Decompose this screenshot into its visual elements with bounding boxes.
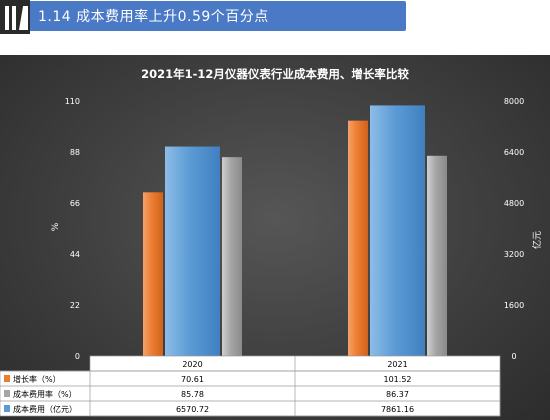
section-title: 1.14 成本费用率上升0.59个百分点 xyxy=(38,9,269,25)
table-cell: 86.37 xyxy=(386,390,409,399)
logo-bar-2 xyxy=(12,6,16,30)
legend-swatch xyxy=(4,390,10,397)
section-title-bar: 1.14 成本费用率上升0.59个百分点 xyxy=(30,1,406,31)
bars xyxy=(143,105,447,357)
table-header-cell: 2020 xyxy=(182,360,202,369)
left-axis-label: % xyxy=(51,222,61,231)
table-cell: 7861.16 xyxy=(381,405,414,414)
table-row-label: 增长率（%） xyxy=(13,374,61,384)
table-row-label: 成本费用（亿元） xyxy=(13,404,77,414)
table-cell: 70.61 xyxy=(181,375,204,384)
table-cell: 6570.72 xyxy=(176,405,209,414)
logo-wedge xyxy=(19,6,28,30)
legend-swatch xyxy=(4,405,10,412)
table-row xyxy=(0,401,500,416)
chart-title: 2021年1-12月仪器仪表行业成本费用、增长率比较 xyxy=(141,67,409,81)
right-tick-label: 8000 xyxy=(504,97,524,106)
left-tick-label: 22 xyxy=(70,301,80,310)
legend-swatch xyxy=(4,375,10,382)
table-row-label: 成本费用率（%） xyxy=(13,389,77,399)
left-tick-label: 66 xyxy=(70,199,80,208)
right-tick-label: 6400 xyxy=(504,148,524,157)
bar-2021-series-1 xyxy=(370,105,425,356)
right-tick-label: 0 xyxy=(511,352,516,361)
table-cell: 101.52 xyxy=(384,375,412,384)
bar-2020-series-0 xyxy=(143,192,163,356)
table-row xyxy=(0,371,500,386)
data-table: 2020 2021 增长率（%） 70.61 101.52 成本费用率（%） 85.78 86… xyxy=(0,355,501,417)
right-tick-label: 1600 xyxy=(504,301,524,310)
left-tick-label: 110 xyxy=(65,97,80,106)
bar-2020-series-2 xyxy=(222,157,242,356)
left-tick-label: 44 xyxy=(70,250,80,259)
right-axis: 0 1600 3200 4800 6400 8000 xyxy=(504,97,524,361)
right-tick-label: 4800 xyxy=(504,199,524,208)
chart-panel: 2021年1-12月仪器仪表行业成本费用、增长率比较 0 22 44 66 88 110 … xyxy=(0,55,550,420)
bar-2021-series-2 xyxy=(427,155,447,356)
right-tick-label: 3200 xyxy=(504,250,524,259)
left-tick-label: 0 xyxy=(75,352,80,361)
bar-2020-series-1 xyxy=(165,146,220,356)
logo xyxy=(0,0,30,34)
table-row xyxy=(0,386,500,401)
logo-bar-1 xyxy=(5,6,9,30)
table-header-cell: 2021 xyxy=(387,360,407,369)
left-tick-label: 88 xyxy=(70,148,80,157)
bar-2021-series-0 xyxy=(348,120,368,357)
left-axis: 0 22 44 66 88 110 xyxy=(65,97,80,361)
combo-bar-chart: 2021年1-12月仪器仪表行业成本费用、增长率比较 022446688110 … xyxy=(0,67,543,417)
right-axis-label: 亿元 xyxy=(531,231,543,249)
table-cell: 85.78 xyxy=(181,390,204,399)
